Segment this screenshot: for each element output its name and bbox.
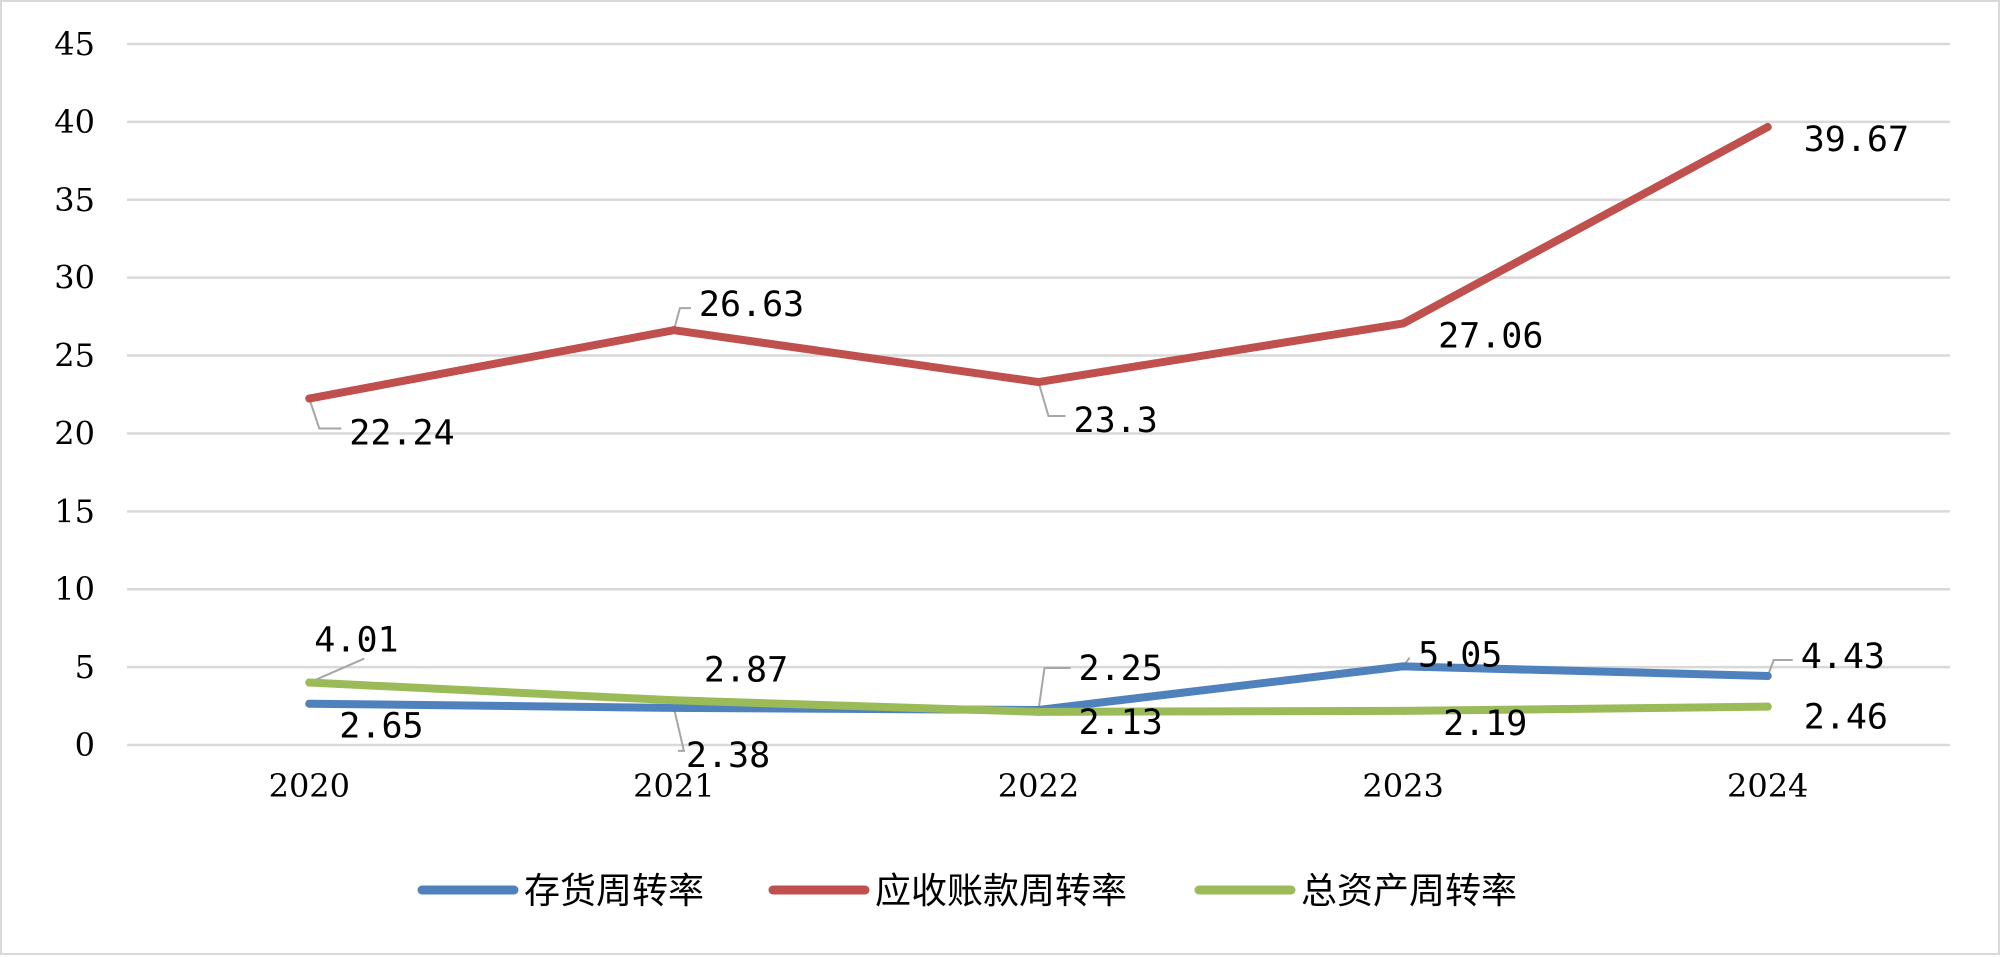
data-point-s2-2020 xyxy=(305,678,314,687)
data-point-s1-2020 xyxy=(305,394,314,403)
y-tick-label-5: 5 xyxy=(75,648,95,686)
data-label-s2-2023: 2.19 xyxy=(1443,704,1527,744)
data-point-s1-2024 xyxy=(1763,123,1772,132)
data-label-s0-2022: 2.25 xyxy=(1079,649,1163,689)
data-labels: 2.65 2.38 2.25 5.05 4.43 22.24 26.63 23.3 27.06 3… xyxy=(314,120,1909,776)
data-label-s1-2024: 39.67 xyxy=(1804,120,1909,160)
data-point-s1-2022 xyxy=(1034,378,1043,387)
y-tick-label-20: 20 xyxy=(54,414,95,452)
x-tick-label-2022: 2022 xyxy=(998,767,1079,805)
data-point-s0-2021 xyxy=(669,703,678,712)
y-tick-label-35: 35 xyxy=(54,181,95,219)
label-leader-lines xyxy=(308,307,1793,752)
data-label-s1-2020: 22.24 xyxy=(349,414,454,454)
legend-label-0: 存货周转率 xyxy=(524,871,704,912)
data-label-s0-2020: 2.65 xyxy=(339,707,423,747)
data-label-s1-2023: 27.06 xyxy=(1438,316,1543,356)
axis-tick-labels: 0 5 10 15 20 25 30 35 40 45 2020 2021 2022 2023 2024 xyxy=(54,25,1808,805)
y-tick-label-45: 45 xyxy=(54,25,95,63)
y-tick-label-25: 25 xyxy=(54,337,95,375)
leader-s0-2024 xyxy=(1766,658,1793,677)
data-point-s2-2022 xyxy=(1034,707,1043,716)
data-label-s1-2022: 23.3 xyxy=(1074,401,1158,441)
data-point-s1-2023 xyxy=(1399,319,1408,328)
x-tick-label-2020: 2020 xyxy=(269,767,350,805)
data-label-s0-2023: 5.05 xyxy=(1418,635,1502,675)
data-point-s2-2023 xyxy=(1399,706,1408,715)
y-tick-label-30: 30 xyxy=(54,259,95,297)
legend-label-2: 总资产周转率 xyxy=(1301,871,1517,912)
y-tick-label-0: 0 xyxy=(75,726,95,764)
leader-s0-2021 xyxy=(672,707,686,752)
x-tick-label-2023: 2023 xyxy=(1362,767,1443,805)
data-label-s2-2024: 2.46 xyxy=(1804,698,1888,738)
data-label-s2-2021: 2.87 xyxy=(704,650,788,690)
legend-label-1: 应收账款周转率 xyxy=(875,871,1127,912)
x-tick-label-2024: 2024 xyxy=(1727,767,1808,805)
leader-s1-2022 xyxy=(1037,381,1066,418)
legend: 存货周转率 应收账款周转率 总资产周转率 xyxy=(417,871,1517,912)
data-label-s2-2020: 4.01 xyxy=(314,621,398,661)
y-tick-label-40: 40 xyxy=(54,103,95,141)
data-label-s1-2021: 26.63 xyxy=(699,285,804,325)
leader-s1-2020 xyxy=(308,398,342,430)
series-line-1 xyxy=(305,123,1772,403)
x-tick-label-2021: 2021 xyxy=(633,767,714,805)
data-label-s2-2022: 2.13 xyxy=(1079,703,1163,743)
gridlines xyxy=(127,42,1950,747)
data-point-s2-2021 xyxy=(669,696,678,705)
data-label-s0-2024: 4.43 xyxy=(1801,637,1885,677)
data-point-s0-2020 xyxy=(305,699,314,708)
leader-s1-2021 xyxy=(672,307,691,331)
leader-s2-2020 xyxy=(308,657,365,684)
y-tick-label-15: 15 xyxy=(54,492,95,530)
leader-s0-2022 xyxy=(1037,666,1071,711)
series-lines xyxy=(305,123,1772,716)
y-tick-label-10: 10 xyxy=(54,570,95,608)
data-point-s0-2023 xyxy=(1399,662,1408,671)
data-label-s0-2021: 2.38 xyxy=(686,736,770,776)
data-point-s2-2024 xyxy=(1763,702,1772,711)
data-point-s0-2024 xyxy=(1763,671,1772,680)
data-point-s1-2021 xyxy=(669,326,678,335)
